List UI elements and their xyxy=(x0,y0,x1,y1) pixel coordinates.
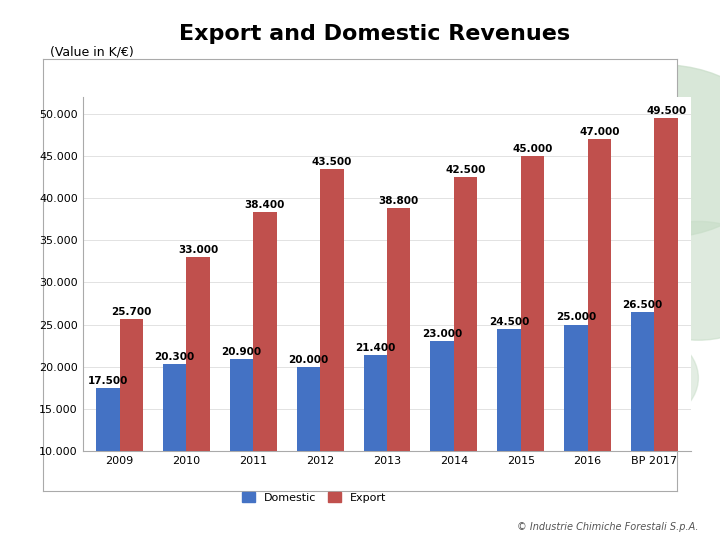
Bar xyxy=(186,257,210,535)
Text: 25.000: 25.000 xyxy=(556,313,596,322)
Text: 20.300: 20.300 xyxy=(155,352,195,362)
Text: © Industrie Chimiche Forestali S.p.A.: © Industrie Chimiche Forestali S.p.A. xyxy=(517,522,698,532)
Bar xyxy=(96,388,120,535)
Text: (Value in K/€): (Value in K/€) xyxy=(50,46,134,59)
Bar xyxy=(521,156,544,535)
Bar xyxy=(364,355,387,535)
Legend: Domestic, Export: Domestic, Export xyxy=(238,488,390,507)
Text: 49.500: 49.500 xyxy=(646,106,686,116)
Text: 23.000: 23.000 xyxy=(422,329,462,339)
Text: 17.500: 17.500 xyxy=(88,376,128,386)
Bar xyxy=(387,208,410,535)
Circle shape xyxy=(619,221,720,340)
Text: 42.500: 42.500 xyxy=(446,165,486,175)
Bar xyxy=(564,325,588,535)
Text: 24.500: 24.500 xyxy=(489,316,529,327)
Bar xyxy=(163,364,186,535)
Bar xyxy=(631,312,654,535)
Bar xyxy=(297,367,320,535)
Bar xyxy=(588,139,611,535)
Text: 43.500: 43.500 xyxy=(312,157,352,167)
Text: 38.400: 38.400 xyxy=(245,200,285,210)
Text: 33.000: 33.000 xyxy=(178,245,218,255)
Text: 21.400: 21.400 xyxy=(355,343,395,353)
Text: 26.500: 26.500 xyxy=(623,300,663,310)
Bar xyxy=(253,212,276,535)
Text: 20.900: 20.900 xyxy=(222,347,261,357)
Bar xyxy=(498,329,521,535)
Text: 20.000: 20.000 xyxy=(288,355,328,365)
Bar xyxy=(230,359,253,535)
Text: 38.800: 38.800 xyxy=(379,196,419,206)
Bar xyxy=(320,169,343,535)
Bar xyxy=(454,177,477,535)
Text: 25.700: 25.700 xyxy=(111,307,151,316)
Bar xyxy=(431,341,454,535)
Bar xyxy=(120,319,143,535)
Text: 45.000: 45.000 xyxy=(512,144,553,154)
Circle shape xyxy=(569,329,698,427)
Circle shape xyxy=(547,65,720,238)
Bar xyxy=(654,118,678,535)
Text: Export and Domestic Revenues: Export and Domestic Revenues xyxy=(179,24,570,44)
Text: 47.000: 47.000 xyxy=(579,127,619,137)
